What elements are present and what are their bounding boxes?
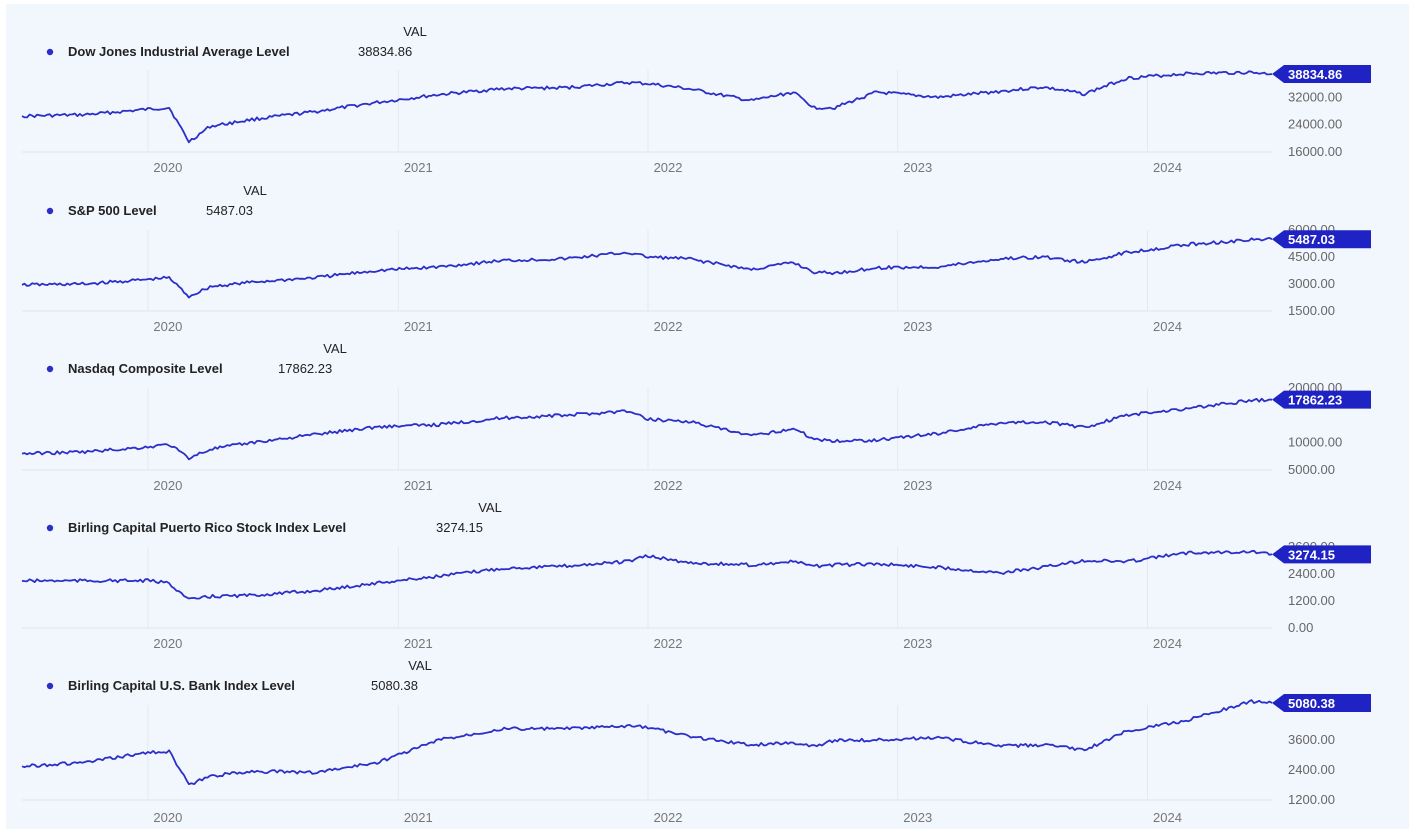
x-tick-label: 2024 — [1153, 636, 1182, 651]
legend-marker — [46, 524, 54, 532]
legend-series-name: Birling Capital U.S. Bank Index Level — [68, 678, 295, 693]
x-tick-label: 2024 — [1153, 160, 1182, 175]
last-value-label: 5487.03 — [1288, 232, 1335, 247]
last-value-badge — [1272, 390, 1371, 409]
x-tick-label: 2024 — [1153, 319, 1182, 334]
x-tick-label: 2023 — [903, 160, 932, 175]
x-tick-label: 2021 — [404, 160, 433, 175]
x-tick-label: 2023 — [903, 636, 932, 651]
y-tick-label: 1500.00 — [1288, 303, 1335, 318]
last-value-label: 5080.38 — [1288, 696, 1335, 711]
x-tick-label: 2022 — [654, 160, 683, 175]
legend-marker — [46, 682, 54, 690]
x-tick-label: 2023 — [903, 319, 932, 334]
x-tick-label: 2022 — [654, 810, 683, 825]
series-line — [21, 70, 1273, 144]
y-tick-label: 0.00 — [1288, 620, 1313, 635]
x-tick-label: 2020 — [153, 810, 182, 825]
last-value-badge — [1272, 230, 1371, 249]
last-value-badge — [1272, 64, 1371, 83]
legend-series-name: Dow Jones Industrial Average Level — [68, 44, 290, 59]
plot-area — [22, 705, 1272, 800]
legend-header: VAL — [408, 658, 432, 673]
chart-2: VAL S&P 500 Level 5487.03 2020 2021 2022 2023 2… — [21, 183, 1371, 334]
x-tick-label: 2021 — [404, 636, 433, 651]
x-tick-label: 2020 — [153, 478, 182, 493]
x-tick-label: 2021 — [404, 319, 433, 334]
legend-marker — [46, 207, 54, 215]
legend-series-value: 5487.03 — [206, 203, 253, 218]
chart-5: VAL Birling Capital U.S. Bank Index Level… — [21, 658, 1371, 825]
x-tick-label: 2024 — [1153, 478, 1182, 493]
x-tick-label: 2022 — [654, 478, 683, 493]
x-tick-label: 2020 — [153, 636, 182, 651]
chart-4: VAL Birling Capital Puerto Rico Stock Ind… — [21, 500, 1371, 651]
chart-3: VAL Nasdaq Composite Level 17862.23 2020 202… — [21, 341, 1371, 493]
y-tick-label: 24000.00 — [1288, 117, 1342, 132]
legend-series-value: 5080.38 — [371, 678, 418, 693]
x-tick-label: 2024 — [1153, 810, 1182, 825]
x-tick-label: 2020 — [153, 319, 182, 334]
series-line — [21, 397, 1273, 461]
last-value-label: 3274.15 — [1288, 547, 1335, 562]
legend-series-name: Nasdaq Composite Level — [68, 361, 223, 376]
y-tick-label: 32000.00 — [1288, 89, 1342, 104]
legend-series-name: Birling Capital Puerto Rico Stock Index … — [68, 520, 346, 535]
series-line — [21, 549, 1273, 600]
legend-header: VAL — [323, 341, 347, 356]
last-value-label: 17862.23 — [1288, 393, 1342, 408]
y-tick-label: 3000.00 — [1288, 276, 1335, 291]
series-line — [21, 237, 1273, 299]
y-tick-label: 3600.00 — [1288, 732, 1335, 747]
legend-header: VAL — [478, 500, 502, 515]
y-tick-label: 2400.00 — [1288, 566, 1335, 581]
x-tick-label: 2020 — [153, 160, 182, 175]
legend-series-name: S&P 500 Level — [68, 203, 157, 218]
x-tick-label: 2021 — [404, 478, 433, 493]
last-value-badge — [1272, 693, 1371, 712]
legend-series-value: 17862.23 — [278, 361, 332, 376]
x-tick-label: 2023 — [903, 810, 932, 825]
legend-header: VAL — [403, 24, 427, 39]
plot-area — [22, 547, 1272, 628]
plot-area — [22, 388, 1272, 470]
y-tick-label: 16000.00 — [1288, 144, 1342, 159]
x-tick-label: 2021 — [404, 810, 433, 825]
last-value-badge — [1272, 545, 1371, 564]
legend-series-value: 38834.86 — [358, 44, 412, 59]
y-tick-label: 5000.00 — [1288, 462, 1335, 477]
y-tick-label: 2400.00 — [1288, 762, 1335, 777]
x-tick-label: 2023 — [903, 478, 932, 493]
legend-marker — [46, 48, 54, 56]
plot-area — [22, 230, 1272, 311]
plot-area — [22, 70, 1272, 152]
last-value-label: 38834.86 — [1288, 67, 1342, 82]
y-tick-label: 1200.00 — [1288, 792, 1335, 807]
legend-header: VAL — [243, 183, 267, 198]
y-tick-label: 4500.00 — [1288, 249, 1335, 264]
y-tick-label: 10000.00 — [1288, 435, 1342, 450]
legend-marker — [46, 365, 54, 373]
x-tick-label: 2022 — [654, 319, 683, 334]
x-tick-label: 2022 — [654, 636, 683, 651]
series-line — [21, 699, 1273, 785]
chart-1: VAL Dow Jones Industrial Average Level 388… — [21, 24, 1371, 175]
y-tick-label: 1200.00 — [1288, 593, 1335, 608]
legend-series-value: 3274.15 — [436, 520, 483, 535]
